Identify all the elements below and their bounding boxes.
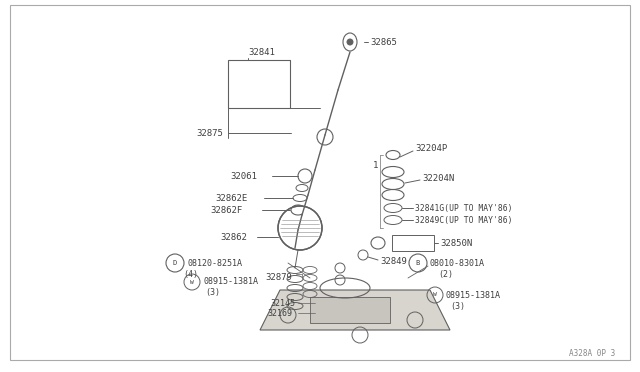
Text: B: B [416,260,420,266]
Text: 08915-1381A: 08915-1381A [446,291,501,299]
Bar [228,60,290,108]
Text: 32204N: 32204N [422,173,454,183]
Text: 32879: 32879 [265,273,292,282]
Bar [392,235,434,251]
Text: 32849: 32849 [380,257,407,266]
Text: 32841: 32841 [248,48,275,57]
Text: 32061: 32061 [230,171,257,180]
Polygon shape [260,290,450,330]
Text: D: D [173,260,177,266]
Text: 32850N: 32850N [440,238,472,247]
Text: A328A 0P 3: A328A 0P 3 [569,349,615,358]
Text: (4): (4) [183,269,198,279]
Text: 08010-8301A: 08010-8301A [430,259,485,267]
Text: 32841G(UP TO MAY'86): 32841G(UP TO MAY'86) [415,203,513,212]
Circle shape [347,39,353,45]
Text: (2): (2) [438,269,453,279]
Text: 32865: 32865 [370,38,397,46]
Text: W: W [190,279,194,285]
Text: 32169: 32169 [267,308,292,317]
Text: (3): (3) [450,302,465,311]
Text: 1: 1 [373,160,378,170]
Text: 32862: 32862 [220,232,247,241]
Text: 32862F: 32862F [210,205,243,215]
Text: 32849C(UP TO MAY'86): 32849C(UP TO MAY'86) [415,215,513,224]
Text: 32875: 32875 [196,128,223,138]
Text: 08915-1381A: 08915-1381A [203,278,258,286]
Text: 32862E: 32862E [215,193,247,202]
Text: 32145: 32145 [270,298,295,308]
Text: 32204P: 32204P [415,144,447,153]
Text: (3): (3) [205,289,220,298]
Text: W: W [433,292,437,298]
Text: 08120-8251A: 08120-8251A [187,259,242,267]
Bar [310,297,390,323]
